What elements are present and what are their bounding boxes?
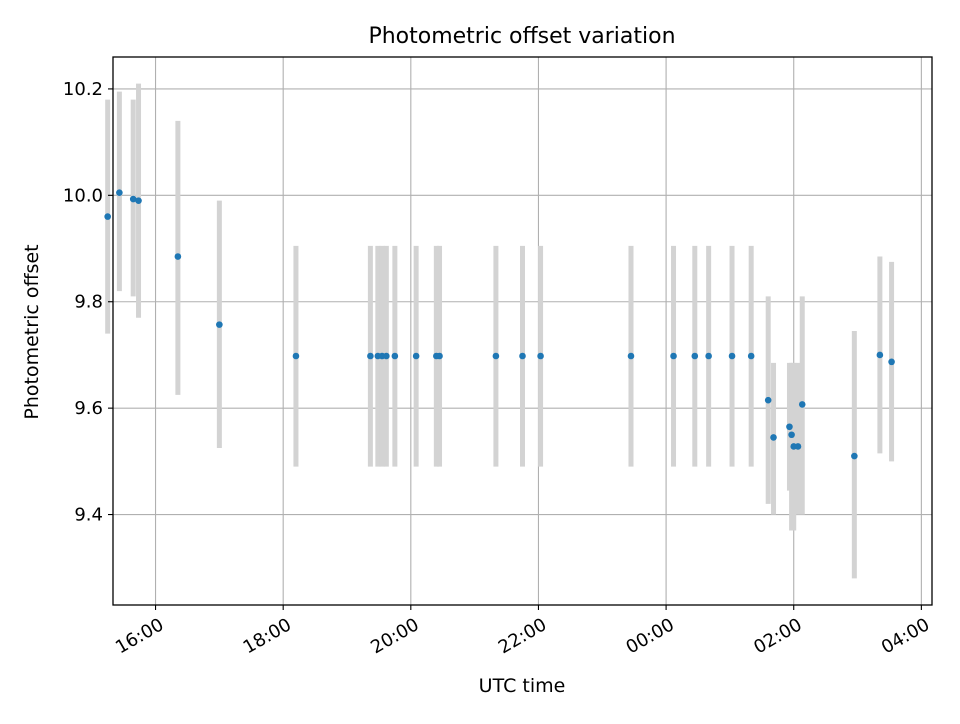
- data-point: [798, 401, 806, 408]
- x-axis-ticks: 16:00 18:00 20:00 22:00 00:00 02:00 04:00: [112, 605, 933, 658]
- data-point: [537, 352, 544, 360]
- error-bars: [105, 83, 895, 579]
- data-point: [383, 352, 390, 360]
- data-point: [135, 197, 142, 204]
- data-point: [174, 253, 182, 260]
- data-point: [129, 195, 137, 203]
- data-point: [627, 352, 635, 360]
- x-axis-label: UTC time: [479, 675, 566, 697]
- data-point: [747, 352, 755, 360]
- data-point: [367, 352, 374, 360]
- data-point: [292, 352, 300, 360]
- x-tick-label: 16:00: [112, 614, 167, 658]
- data-points: [104, 189, 895, 460]
- data-point: [519, 352, 526, 360]
- data-point: [104, 213, 111, 220]
- data-point: [436, 352, 443, 360]
- chart-title: Photometric offset variation: [368, 24, 675, 49]
- data-point: [391, 352, 399, 360]
- x-tick-label: 22:00: [495, 614, 550, 658]
- data-point: [670, 352, 677, 360]
- data-point: [412, 352, 420, 360]
- y-axis-label: Photometric offset: [21, 244, 43, 419]
- data-point: [794, 443, 802, 450]
- data-point: [888, 358, 895, 366]
- data-point: [492, 352, 500, 360]
- data-point: [116, 189, 123, 196]
- y-tick-label: 10.0: [63, 185, 103, 206]
- y-tick-label: 9.8: [74, 292, 103, 313]
- data-point: [788, 431, 795, 439]
- data-point: [728, 352, 736, 360]
- y-tick-label: 9.6: [74, 398, 103, 419]
- y-tick-label: 10.2: [63, 79, 103, 100]
- x-tick-label: 04:00: [878, 614, 933, 658]
- x-tick-label: 02:00: [750, 614, 805, 658]
- x-tick-label: 18:00: [240, 614, 295, 658]
- data-point: [705, 352, 712, 360]
- data-point: [770, 434, 777, 441]
- data-point: [764, 396, 772, 404]
- data-point: [691, 352, 699, 360]
- y-axis-ticks: 9.4 9.6 9.8 10.0 10.2: [63, 79, 113, 526]
- data-point: [786, 423, 793, 431]
- x-tick-label: 00:00: [623, 614, 678, 658]
- data-point: [851, 452, 858, 460]
- x-tick-label: 20:00: [367, 614, 422, 658]
- data-point: [216, 321, 223, 328]
- plot-area-frame: [112, 56, 933, 606]
- data-point: [876, 351, 884, 359]
- y-tick-label: 9.4: [74, 505, 103, 526]
